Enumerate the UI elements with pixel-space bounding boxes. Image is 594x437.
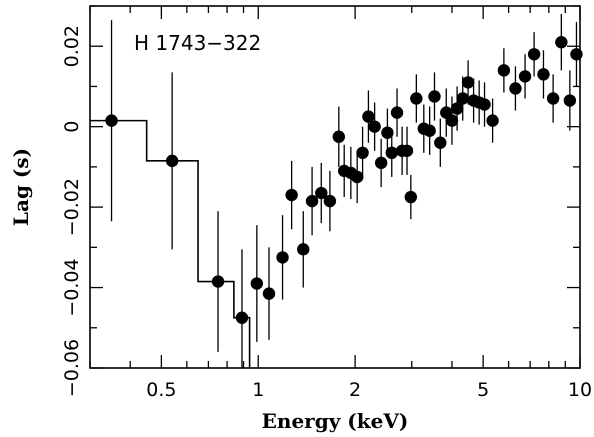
data-point	[381, 126, 394, 139]
data-point	[235, 311, 249, 324]
data-point	[423, 124, 436, 137]
x-tick-label: 2	[349, 379, 361, 401]
data-point	[563, 94, 577, 107]
data-point	[368, 120, 381, 133]
data-point	[546, 92, 560, 105]
axis-ticks	[89, 5, 581, 369]
y-tick-label: 0	[61, 121, 83, 133]
y-tick-label: −0.02	[61, 178, 83, 236]
data-point	[390, 106, 404, 119]
data-point	[385, 146, 398, 160]
x-axis-label: Energy (keV)	[262, 409, 409, 433]
data-point	[404, 190, 418, 204]
y-tick-label: 0.02	[61, 25, 83, 67]
y-tick-label: −0.04	[61, 258, 83, 316]
data-point	[518, 70, 532, 83]
data-point	[461, 76, 475, 89]
data-point	[250, 277, 264, 290]
data-point	[428, 90, 441, 103]
data-point	[450, 102, 464, 115]
data-point	[323, 194, 337, 208]
x-tick-label: 10	[568, 379, 592, 401]
source-annotation: H 1743−322	[134, 31, 261, 55]
data-point	[478, 98, 491, 111]
data-point	[410, 92, 423, 105]
x-tick-label: 1	[252, 379, 264, 401]
data-point	[362, 110, 375, 123]
y-axis-label: Lag (s)	[9, 148, 33, 226]
plot-frame	[89, 5, 581, 369]
y-tick-label: −0.06	[61, 339, 83, 397]
data-point	[165, 154, 179, 168]
data-point	[262, 287, 276, 300]
data-point	[537, 68, 550, 81]
data-point	[445, 114, 459, 127]
data-point	[350, 170, 364, 184]
data-point	[356, 146, 369, 160]
data-point	[400, 144, 414, 157]
data-point	[315, 186, 328, 200]
data-point	[332, 130, 346, 143]
data-point	[276, 251, 289, 264]
axis-tick-labels: 0.5 1 2 5 10 −0.06 −0.04 −0.02 0 0.02	[61, 25, 592, 401]
data-point	[570, 48, 583, 61]
data-point	[211, 275, 225, 288]
data-point	[456, 92, 469, 105]
data-point	[434, 136, 447, 149]
data-point	[486, 114, 499, 127]
x-tick-label: 5	[477, 379, 489, 401]
data-point	[555, 36, 568, 49]
data-point	[105, 114, 118, 127]
data-point	[285, 188, 298, 202]
data-point	[497, 64, 511, 77]
data-point	[527, 48, 541, 61]
data-point	[305, 194, 319, 208]
data-point	[297, 243, 310, 256]
x-tick-label: 0.5	[146, 379, 176, 401]
data-points	[105, 36, 583, 324]
data-point	[509, 82, 522, 95]
data-point	[374, 156, 388, 170]
